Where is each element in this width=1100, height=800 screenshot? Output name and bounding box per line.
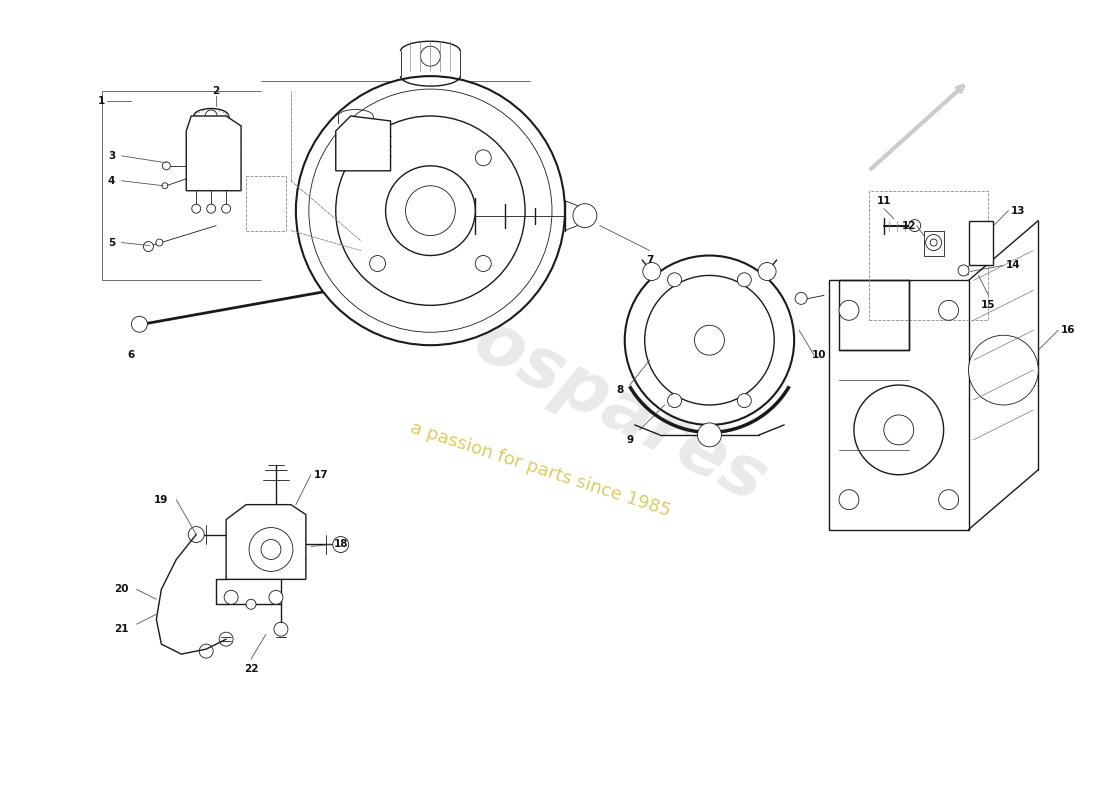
Text: eurospares: eurospares [342, 242, 778, 518]
Circle shape [143, 242, 153, 251]
Bar [869, 190, 989, 320]
Circle shape [697, 423, 722, 447]
Circle shape [224, 590, 238, 604]
Circle shape [309, 89, 552, 332]
Circle shape [261, 539, 280, 559]
Circle shape [968, 335, 1038, 405]
Circle shape [274, 622, 288, 636]
Polygon shape [829, 281, 968, 530]
Circle shape [333, 537, 349, 553]
Circle shape [221, 204, 231, 213]
Circle shape [206, 110, 217, 122]
Circle shape [668, 273, 682, 286]
Circle shape [406, 186, 455, 235]
Circle shape [207, 204, 216, 213]
Circle shape [839, 490, 859, 510]
Text: 8: 8 [616, 385, 624, 395]
Text: a passion for parts since 1985: a passion for parts since 1985 [408, 419, 672, 521]
Text: 20: 20 [114, 584, 129, 594]
Circle shape [975, 222, 987, 234]
Circle shape [625, 255, 794, 425]
Text: 22: 22 [244, 664, 258, 674]
Text: 18: 18 [333, 539, 348, 550]
Circle shape [909, 220, 921, 231]
Circle shape [975, 239, 987, 251]
Text: 15: 15 [981, 300, 996, 310]
Circle shape [405, 269, 420, 285]
Circle shape [668, 394, 682, 407]
Circle shape [296, 76, 565, 345]
Circle shape [854, 385, 944, 474]
Text: 13: 13 [1011, 206, 1025, 216]
Text: 3: 3 [108, 151, 115, 161]
Circle shape [475, 255, 492, 271]
Text: 17: 17 [314, 470, 328, 480]
Circle shape [737, 273, 751, 286]
Polygon shape [227, 505, 306, 579]
Circle shape [336, 116, 525, 306]
Circle shape [249, 527, 293, 571]
Circle shape [246, 599, 256, 610]
Text: 2: 2 [212, 86, 220, 96]
Circle shape [156, 239, 163, 246]
Circle shape [694, 326, 725, 355]
Circle shape [938, 490, 958, 510]
Circle shape [958, 265, 969, 276]
Text: 12: 12 [902, 221, 916, 230]
Text: 10: 10 [812, 350, 826, 360]
Text: 1: 1 [98, 96, 106, 106]
Circle shape [475, 150, 492, 166]
Text: 9: 9 [626, 435, 634, 445]
Text: 5: 5 [108, 238, 115, 247]
Circle shape [219, 632, 233, 646]
Circle shape [931, 239, 937, 246]
Circle shape [386, 166, 475, 255]
Text: 16: 16 [1060, 326, 1076, 335]
Polygon shape [336, 116, 390, 170]
Circle shape [645, 275, 774, 405]
Circle shape [188, 526, 205, 542]
Text: 4: 4 [108, 176, 115, 186]
Circle shape [926, 234, 942, 250]
Circle shape [883, 415, 914, 445]
Circle shape [938, 300, 958, 320]
Circle shape [420, 46, 440, 66]
Circle shape [758, 262, 777, 281]
Circle shape [642, 262, 661, 281]
Circle shape [191, 204, 200, 213]
Circle shape [839, 300, 859, 320]
Circle shape [270, 590, 283, 604]
Text: 14: 14 [1006, 261, 1021, 270]
Text: 7: 7 [646, 255, 653, 266]
Bar [924, 230, 944, 255]
Circle shape [370, 150, 385, 166]
Circle shape [132, 316, 147, 332]
Circle shape [162, 182, 168, 189]
Text: 21: 21 [114, 624, 129, 634]
Text: 6: 6 [128, 350, 135, 360]
Text: 19: 19 [154, 494, 168, 505]
Circle shape [737, 394, 751, 407]
Circle shape [370, 255, 385, 271]
Bar [968, 221, 993, 266]
Circle shape [573, 204, 597, 228]
Circle shape [199, 644, 213, 658]
Circle shape [795, 292, 807, 304]
Polygon shape [186, 116, 241, 190]
Text: 11: 11 [877, 196, 891, 206]
Circle shape [163, 162, 170, 170]
